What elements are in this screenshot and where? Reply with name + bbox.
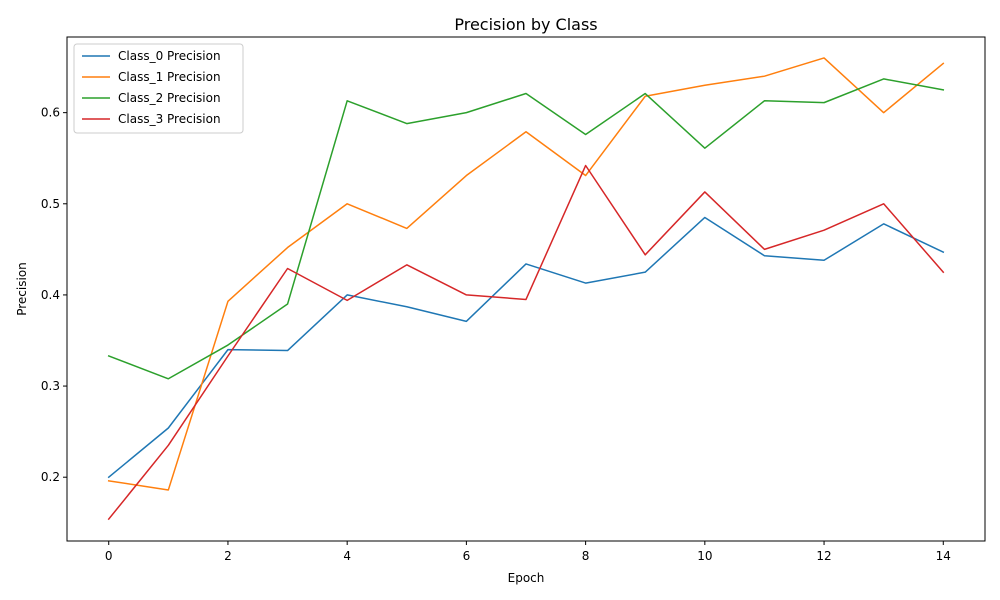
x-tick-label: 0 bbox=[105, 549, 113, 563]
legend-label: Class_3 Precision bbox=[118, 112, 221, 126]
y-tick-label: 0.4 bbox=[41, 288, 60, 302]
legend-label: Class_0 Precision bbox=[118, 49, 221, 63]
x-tick-label: 14 bbox=[936, 549, 951, 563]
series-layer bbox=[107, 57, 945, 521]
chart-title: Precision by Class bbox=[454, 15, 597, 34]
x-tick-label: 2 bbox=[224, 549, 232, 563]
legend-label: Class_2 Precision bbox=[118, 91, 221, 105]
x-tick-label: 10 bbox=[697, 549, 712, 563]
x-tick-label: 8 bbox=[582, 549, 590, 563]
x-axis: 0 2 4 6 8 10 12 14 bbox=[105, 541, 951, 563]
legend-box bbox=[73, 43, 244, 134]
legend-label: Class_1 Precision bbox=[118, 70, 221, 84]
plot-area bbox=[66, 36, 986, 542]
series-line-class-0 bbox=[107, 216, 945, 479]
x-tick-label: 6 bbox=[463, 549, 471, 563]
y-axis: 0.2 0.3 0.4 0.5 0.6 bbox=[41, 106, 67, 484]
y-tick-label: 0.6 bbox=[41, 106, 60, 120]
y-tick-label: 0.2 bbox=[41, 470, 60, 484]
y-tick-label: 0.5 bbox=[41, 197, 60, 211]
y-tick-label: 0.3 bbox=[41, 379, 60, 393]
series-line-class-1 bbox=[107, 57, 945, 491]
x-tick-label: 4 bbox=[343, 549, 351, 563]
series-line-class-3 bbox=[107, 164, 945, 521]
y-axis-label: Precision bbox=[15, 262, 29, 316]
x-axis-label: Epoch bbox=[508, 571, 545, 585]
series-line-class-2 bbox=[107, 78, 945, 380]
legend: Class_0 Precision Class_1 Precision Class_… bbox=[73, 43, 244, 134]
x-tick-label: 12 bbox=[816, 549, 831, 563]
